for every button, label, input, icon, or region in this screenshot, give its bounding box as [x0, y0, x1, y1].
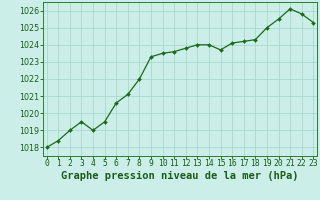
X-axis label: Graphe pression niveau de la mer (hPa): Graphe pression niveau de la mer (hPa) — [61, 171, 299, 181]
